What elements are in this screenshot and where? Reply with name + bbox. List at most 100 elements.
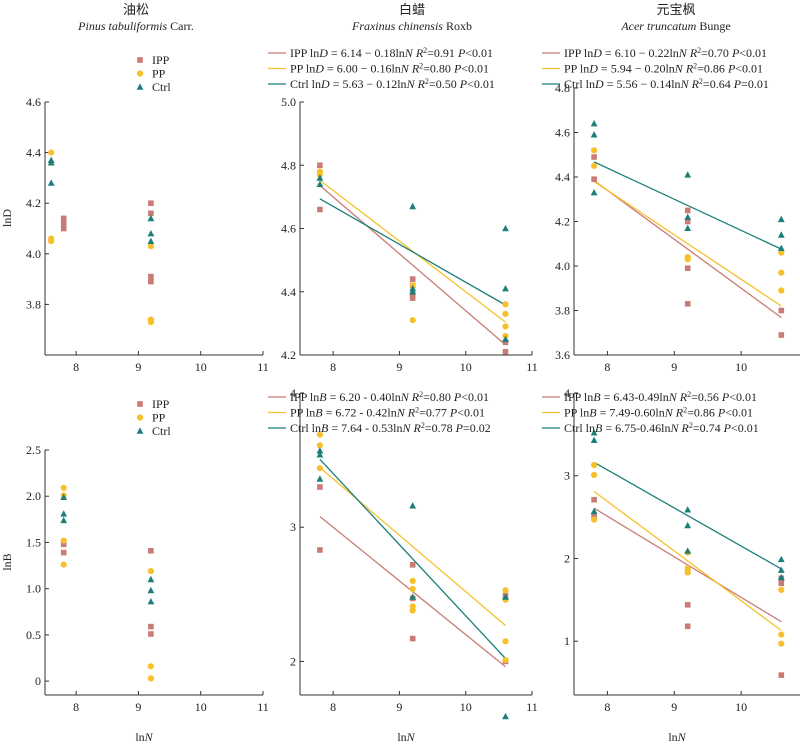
- data-point: [409, 288, 417, 295]
- legend-label: Ctrl: [152, 424, 171, 438]
- data-point: [684, 213, 692, 220]
- legend-equation: Ctrl lnB = 6.75-0.46lnN R2=0.74 P<0.01: [564, 421, 759, 436]
- data-point: [148, 278, 154, 285]
- data-point: [502, 349, 509, 355]
- legend-equation: Ctrl lnD = 5.63 − 0.12lnN R2=0.50 P<0.01: [290, 77, 495, 92]
- data-point: [684, 301, 691, 307]
- data-point: [136, 414, 144, 421]
- y-tick-label: 5.0: [281, 95, 296, 109]
- data-point: [591, 176, 597, 182]
- data-point: [409, 502, 417, 509]
- y-tick-label: 4.0: [555, 259, 570, 273]
- data-point: [148, 631, 154, 637]
- data-point: [316, 451, 324, 458]
- legend-label: IPP: [152, 53, 170, 67]
- data-point: [502, 638, 509, 645]
- data-point: [778, 249, 785, 256]
- data-point: [591, 154, 597, 160]
- x-tick-label: 9: [135, 700, 141, 714]
- x-tick-label: 10: [735, 700, 747, 714]
- data-point: [502, 657, 509, 664]
- y-tick-label: 4.4: [281, 285, 296, 299]
- y-tick-label: 4.6: [555, 126, 570, 140]
- data-point: [317, 162, 323, 169]
- legend-equation: PP lnD = 6.00 − 0.16lnN R2=0.80 P<0.01: [290, 61, 489, 76]
- data-point: [317, 206, 323, 213]
- y-tick-label: 3: [290, 520, 296, 534]
- data-point: [684, 602, 691, 608]
- data-point: [590, 131, 598, 138]
- legend-equation: PP lnB = 6.72 - 0.42lnN R2=0.77 P<0.01: [290, 405, 485, 420]
- legend-equation: Ctrl lnD = 5.56 − 0.14lnN R2=0.64 P=0.01: [564, 77, 769, 92]
- fit-line-pp: [593, 180, 782, 307]
- y-tick-label: 1.5: [26, 535, 41, 549]
- data-point: [60, 541, 67, 548]
- data-point: [409, 317, 416, 324]
- data-point: [778, 332, 785, 338]
- x-tick-label: 8: [73, 700, 79, 714]
- data-point: [60, 493, 68, 500]
- data-point: [60, 537, 67, 544]
- legend-label: PP: [152, 67, 166, 81]
- data-point: [684, 265, 691, 271]
- species-name-latin: Fraxinus chinensis Roxb: [351, 19, 472, 33]
- data-point: [47, 159, 55, 166]
- x-tick-label: 8: [330, 700, 336, 714]
- species-name-cn: 元宝枫: [656, 2, 695, 17]
- y-tick-label: 2.5: [26, 443, 41, 457]
- data-point: [778, 580, 785, 587]
- legend-label: PP: [152, 411, 166, 425]
- legend-equation: Ctrl lnB = 7.64 - 0.53lnN R2=0.78 P=0.02: [290, 421, 491, 436]
- panel-acer-lnB: 8910111234lnNIPP lnB = 6.43-0.49lnN R2=0…: [542, 386, 800, 744]
- data-point: [316, 465, 323, 472]
- fit-line-ctrl: [593, 461, 782, 570]
- x-tick-label: 8: [604, 700, 610, 714]
- column-header-acer: 元宝枫 Acer truncatum Bunge: [620, 2, 730, 33]
- data-point: [47, 179, 55, 186]
- data-point: [684, 224, 692, 231]
- legend-equation: IPP lnB = 6.20 - 0.40lnN R2=0.80 P<0.01: [290, 390, 489, 405]
- data-point: [137, 57, 143, 63]
- data-point: [590, 189, 598, 196]
- data-point: [60, 225, 67, 232]
- data-point: [591, 516, 598, 523]
- data-point: [148, 200, 154, 206]
- data-point: [147, 237, 155, 244]
- data-point: [48, 149, 55, 156]
- fit-line-ipp: [319, 185, 506, 346]
- data-point: [136, 70, 144, 77]
- y-tick-label: 3.6: [555, 348, 570, 362]
- fit-line-pp: [593, 490, 782, 632]
- data-point: [60, 561, 67, 568]
- data-point: [502, 335, 509, 342]
- data-point: [147, 568, 154, 575]
- data-point: [684, 547, 692, 554]
- data-point: [409, 276, 416, 282]
- data-point: [60, 510, 68, 517]
- y-tick-label: 0: [35, 674, 41, 688]
- data-point: [502, 285, 509, 292]
- y-tick-label: 4.2: [26, 196, 41, 210]
- y-tick-label: 1.0: [26, 582, 41, 596]
- data-point: [147, 230, 155, 237]
- x-tick-label: 10: [460, 360, 472, 374]
- x-tick-label: 8: [73, 360, 79, 374]
- y-tick-label: 2.0: [26, 489, 41, 503]
- y-tick-label: 4.2: [281, 348, 296, 362]
- data-point: [148, 273, 154, 280]
- y-tick-label: 4.8: [281, 158, 296, 172]
- data-point: [502, 323, 509, 330]
- data-point: [778, 640, 785, 647]
- data-point: [777, 555, 785, 563]
- x-tick-label: 11: [526, 360, 538, 374]
- data-point: [591, 147, 598, 154]
- row-label-lnD: lnD: [0, 209, 14, 227]
- x-tick-label: 9: [396, 360, 402, 374]
- data-point: [137, 401, 143, 407]
- y-tick-label: 4: [564, 386, 570, 400]
- data-point: [147, 575, 155, 583]
- panel-fraxinus-lnD: 8 9 10 11 4.2 4.4 4.6 4.8 5.0 IPP lnD = 6.14 − 0.…: [268, 46, 538, 374]
